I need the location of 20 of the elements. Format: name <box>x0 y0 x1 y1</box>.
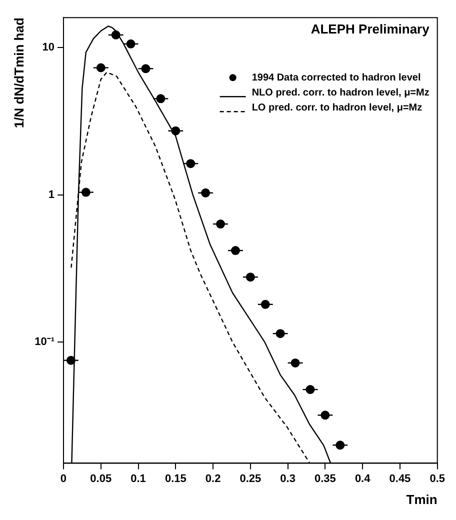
legend-label: LO pred. corr. to hadron level, μ=Mz <box>252 102 422 114</box>
legend-label: 1994 Data corrected to hadron level <box>252 72 421 84</box>
legend-label: NLO pred. corr. to hadron level, μ=Mz <box>252 87 430 98</box>
x-tick-label: 0.35 <box>314 472 336 485</box>
annotation: ALEPH Preliminary <box>310 22 430 37</box>
y-tick-label: 10 <box>42 42 54 54</box>
y-axis-title: 1/N dN/dTmin had <box>11 18 26 128</box>
y-tick-label: 10⁻¹ <box>34 336 55 348</box>
x-tick-label: 0.15 <box>164 472 186 485</box>
x-tick-label: 0 <box>60 472 67 485</box>
x-tick-label: 0.2 <box>205 472 221 485</box>
x-tick-label: 0.25 <box>240 472 262 485</box>
x-tick-label: 0.4 <box>354 472 372 485</box>
x-axis-title: Tmin <box>406 492 438 507</box>
x-tick-label: 0.05 <box>90 472 112 485</box>
y-tick-label: 1 <box>48 188 54 201</box>
x-tick-label: 0.5 <box>430 472 446 485</box>
x-tick-label: 0.3 <box>280 472 296 485</box>
x-tick-label: 0.1 <box>130 472 146 485</box>
x-tick-label: 0.45 <box>389 472 411 485</box>
